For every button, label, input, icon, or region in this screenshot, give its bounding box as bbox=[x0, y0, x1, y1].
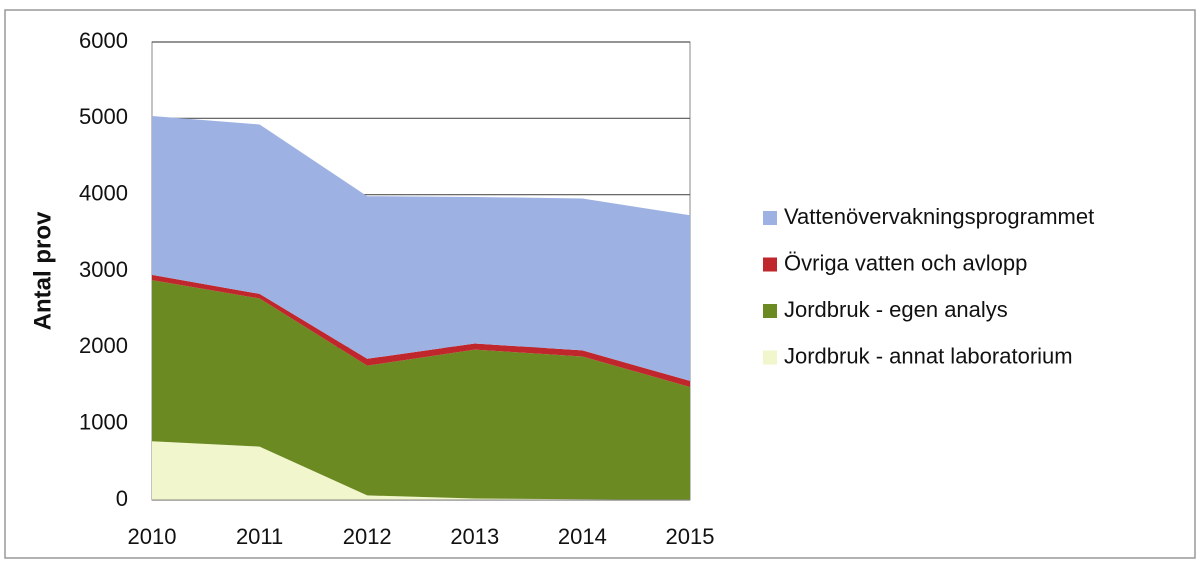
y-tick-label: 5000 bbox=[79, 104, 128, 129]
legend-swatch bbox=[763, 304, 777, 318]
legend-label: Övriga vatten och avlopp bbox=[784, 250, 1027, 275]
y-tick-label: 0 bbox=[116, 486, 128, 511]
legend-swatch bbox=[763, 257, 777, 272]
x-tick-label: 2015 bbox=[666, 524, 715, 549]
y-tick-label: 1000 bbox=[79, 409, 128, 434]
y-tick-label: 4000 bbox=[79, 180, 128, 205]
legend-label: Jordbruk - egen analys bbox=[784, 297, 1008, 322]
x-tick-label: 2013 bbox=[450, 524, 499, 549]
x-tick-label: 2014 bbox=[558, 524, 607, 549]
x-tick-label: 2012 bbox=[343, 524, 392, 549]
legend-label: Jordbruk - annat laboratorium bbox=[784, 343, 1073, 368]
legend-swatch bbox=[763, 350, 777, 365]
y-tick-label: 6000 bbox=[79, 28, 128, 53]
y-tick-label: 3000 bbox=[79, 257, 128, 282]
area bbox=[152, 280, 690, 500]
area bbox=[152, 116, 690, 381]
y-tick-label: 2000 bbox=[79, 333, 128, 358]
area bbox=[152, 441, 690, 500]
y-axis-label: Antal prov bbox=[29, 211, 56, 330]
legend-label: Vattenövervakningsprogrammet bbox=[784, 204, 1094, 229]
area bbox=[152, 274, 690, 388]
x-tick-label: 2011 bbox=[236, 524, 283, 549]
x-tick-label: 2010 bbox=[128, 524, 177, 549]
legend-swatch bbox=[763, 211, 777, 225]
